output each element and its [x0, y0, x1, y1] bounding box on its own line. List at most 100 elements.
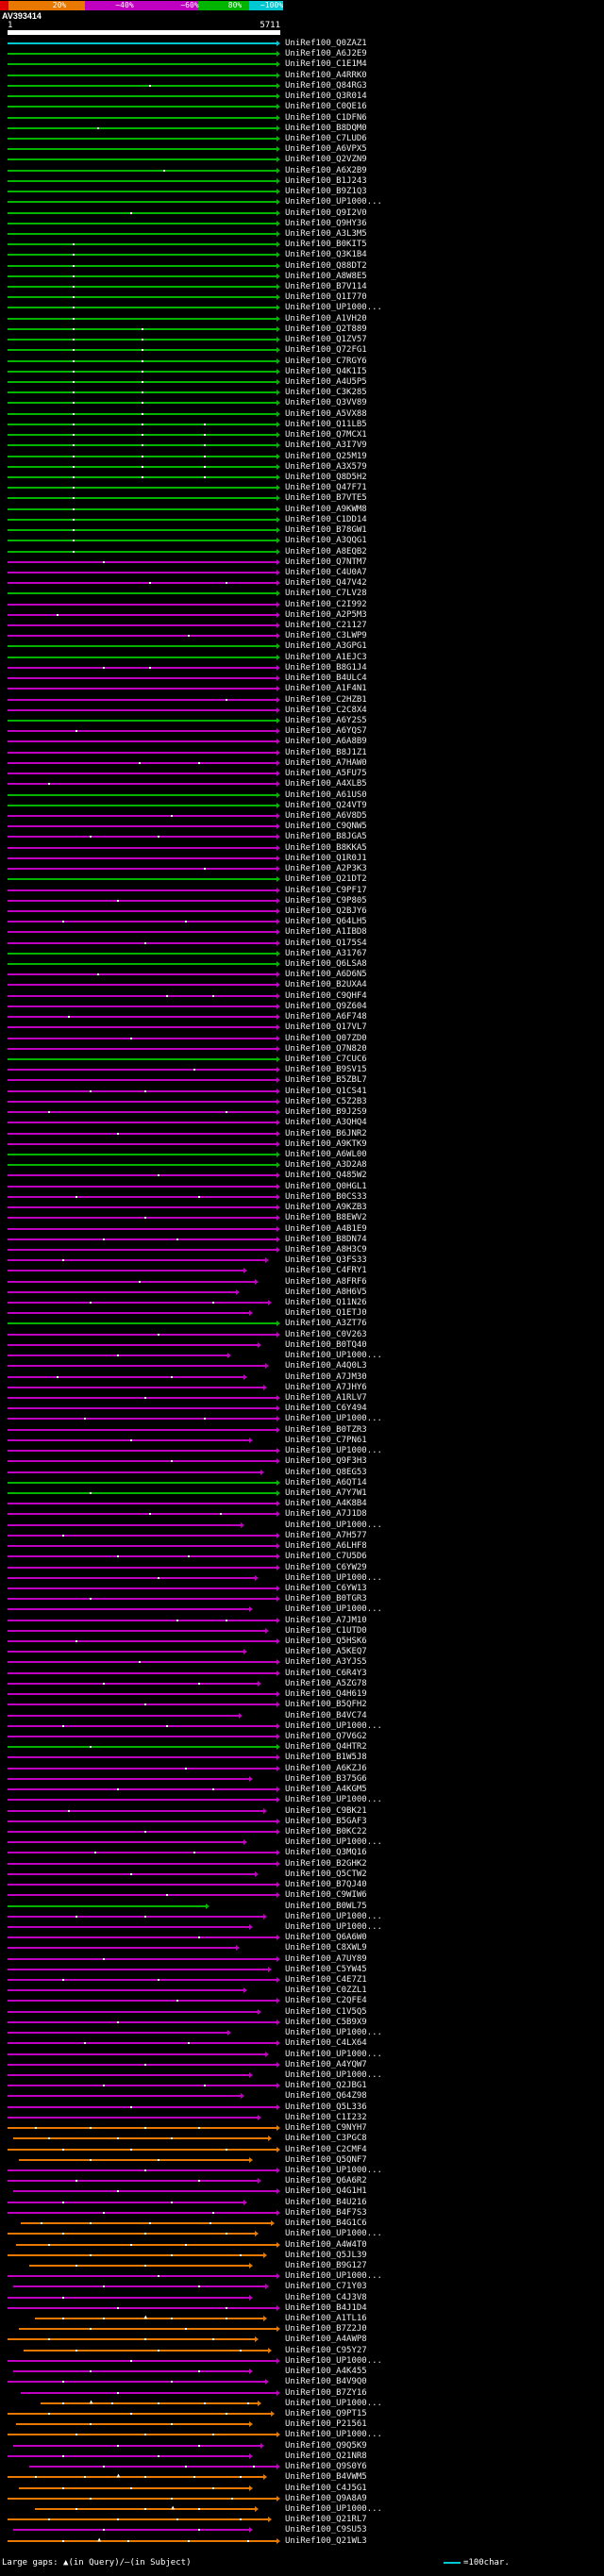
hit-row[interactable]: UniRef100_C0ZZL1: [0, 1985, 604, 1995]
hit-row[interactable]: UniRef100_Q485W2: [0, 1170, 604, 1180]
hit-bar[interactable]: [8, 1503, 277, 1505]
hit-label[interactable]: UniRef100_A4YQW7: [285, 2059, 367, 2069]
hit-row[interactable]: UniRef100_C1I232: [0, 2112, 604, 2122]
hit-row[interactable]: UniRef100_C7LV28: [0, 588, 604, 598]
hit-bar[interactable]: [8, 825, 277, 828]
hit-bar[interactable]: [8, 963, 277, 966]
hit-bar[interactable]: [8, 2275, 277, 2278]
hit-row[interactable]: UniRef100_Q64LH5: [0, 916, 604, 926]
hit-row[interactable]: UniRef100_A6A8B9: [0, 736, 604, 746]
hit-row[interactable]: UniRef100_A7HAW0: [0, 757, 604, 768]
hit-bar[interactable]: [8, 1608, 250, 1611]
hit-bar[interactable]: [8, 286, 277, 289]
hit-bar[interactable]: [8, 1671, 277, 1674]
hit-row[interactable]: UniRef100_Q84RG3: [0, 80, 604, 91]
hit-label[interactable]: UniRef100_Q0HGL1: [285, 1181, 367, 1191]
hit-row[interactable]: UniRef100_C1DFN6: [0, 112, 604, 123]
hit-bar[interactable]: [8, 2169, 277, 2171]
hit-label[interactable]: UniRef100_B8DQM0: [285, 123, 367, 133]
hit-row[interactable]: UniRef100_A6QT14: [0, 1477, 604, 1487]
hit-label[interactable]: UniRef100_B4U216: [285, 2197, 367, 2207]
hit-bar[interactable]: [8, 1989, 244, 1992]
hit-bar[interactable]: [8, 783, 277, 786]
hit-row[interactable]: UniRef100_Q3K1B4: [0, 249, 604, 259]
hit-bar[interactable]: [18, 2158, 250, 2161]
hit-bar[interactable]: [8, 984, 277, 987]
hit-label[interactable]: UniRef100_A3I7V9: [285, 440, 367, 451]
hit-bar[interactable]: [8, 973, 277, 976]
hit-bar[interactable]: [8, 720, 277, 722]
hit-bar[interactable]: [29, 2466, 277, 2468]
hit-row[interactable]: UniRef100_B5ZBL7: [0, 1074, 604, 1085]
hit-label[interactable]: UniRef100_C95Y27: [285, 2345, 367, 2355]
hit-label[interactable]: UniRef100_Q4HTR2: [285, 1742, 367, 1753]
hit-label[interactable]: UniRef100_UP1000...: [285, 2070, 382, 2080]
hit-label[interactable]: UniRef100_UP1000...: [285, 1720, 382, 1731]
hit-label[interactable]: UniRef100_A3L3M5: [285, 228, 367, 239]
hit-bar[interactable]: [8, 2518, 269, 2521]
hit-label[interactable]: UniRef100_A4RRK0: [285, 70, 367, 80]
hit-row[interactable]: UniRef100_A6Y2S5: [0, 715, 604, 725]
hit-label[interactable]: UniRef100_B1J243: [285, 175, 367, 186]
hit-bar[interactable]: [8, 582, 277, 585]
hit-row[interactable]: UniRef100_B0TZR3: [0, 1424, 604, 1435]
hit-label[interactable]: UniRef100_Q9Q5K9: [285, 2440, 367, 2451]
hit-label[interactable]: UniRef100_UP1000...: [285, 1520, 382, 1530]
hit-label[interactable]: UniRef100_C0QE16: [285, 102, 367, 112]
hit-label[interactable]: UniRef100_C1DFN6: [285, 112, 367, 123]
hit-row[interactable]: UniRef100_C7RGY6: [0, 356, 604, 366]
hit-row[interactable]: UniRef100_B0TGR3: [0, 1593, 604, 1604]
hit-label[interactable]: UniRef100_B8J1Z1: [285, 747, 367, 757]
hit-row[interactable]: UniRef100_Q3VV89: [0, 397, 604, 407]
hit-row[interactable]: UniRef100_C2HZB1: [0, 694, 604, 705]
hit-label[interactable]: UniRef100_A1EJC3: [285, 652, 367, 662]
hit-bar[interactable]: [8, 1343, 258, 1346]
hit-label[interactable]: UniRef100_C71Y03: [285, 2282, 367, 2292]
hit-bar[interactable]: [8, 603, 277, 606]
hit-row[interactable]: UniRef100_A31767: [0, 948, 604, 958]
hit-row[interactable]: UniRef100_A4K8B4: [0, 1498, 604, 1508]
hit-row[interactable]: UniRef100_A4W4T0: [0, 2239, 604, 2250]
hit-bar[interactable]: [8, 1270, 244, 1272]
hit-label[interactable]: UniRef100_UP1000...: [285, 2271, 382, 2282]
hit-row[interactable]: UniRef100_A4K455: [0, 2366, 604, 2376]
hit-bar[interactable]: [8, 1312, 250, 1315]
hit-row[interactable]: UniRef100_Q0ZAZ1: [0, 38, 604, 48]
hit-label[interactable]: UniRef100_UP1000...: [285, 2229, 382, 2239]
hit-row[interactable]: UniRef100_A6WL00: [0, 1149, 604, 1159]
hit-bar[interactable]: [8, 2020, 277, 2023]
hit-label[interactable]: UniRef100_C7PN61: [285, 1435, 367, 1445]
hit-bar[interactable]: [8, 1248, 277, 1251]
hit-label[interactable]: UniRef100_C9BK21: [285, 1805, 367, 1816]
hit-label[interactable]: UniRef100_Q21WL3: [285, 2535, 367, 2546]
hit-label[interactable]: UniRef100_C0V263: [285, 1329, 367, 1339]
hit-bar[interactable]: [8, 137, 277, 140]
hit-row[interactable]: UniRef100_C4FRY1: [0, 1265, 604, 1275]
hit-bar[interactable]: [8, 1481, 277, 1484]
hit-label[interactable]: UniRef100_Q7MCX1: [285, 430, 367, 440]
hit-row[interactable]: UniRef100_C2QFE4: [0, 1995, 604, 2005]
hit-row[interactable]: UniRef100_Q6A6W0: [0, 1932, 604, 1942]
hit-label[interactable]: UniRef100_UP1000...: [285, 1572, 382, 1583]
hit-row[interactable]: UniRef100_A9KZB3: [0, 1202, 604, 1212]
hit-bar[interactable]: [8, 698, 277, 701]
hit-bar[interactable]: [8, 1682, 258, 1685]
hit-label[interactable]: UniRef100_A1TL16: [285, 2314, 367, 2324]
hit-label[interactable]: UniRef100_A4U5P5: [285, 377, 367, 387]
hit-bar[interactable]: [8, 2201, 244, 2203]
hit-row[interactable]: UniRef100_B9J2S9: [0, 1106, 604, 1117]
hit-bar[interactable]: [40, 2401, 258, 2404]
hit-row[interactable]: ▲ UniRef100_A1TL16: [0, 2313, 604, 2323]
hit-label[interactable]: UniRef100_C4LX64: [285, 2038, 367, 2049]
hit-label[interactable]: UniRef100_A8W8E5: [285, 271, 367, 281]
hit-label[interactable]: UniRef100_B4VWM5: [285, 2472, 367, 2483]
hit-label[interactable]: UniRef100_Q47F71: [285, 483, 367, 493]
hit-row[interactable]: UniRef100_C7PN61: [0, 1435, 604, 1445]
hit-bar[interactable]: [8, 836, 277, 839]
hit-bar[interactable]: [8, 2539, 277, 2542]
hit-bar[interactable]: [8, 2148, 277, 2151]
hit-bar[interactable]: [8, 2454, 250, 2457]
hit-label[interactable]: UniRef100_A4W4T0: [285, 2239, 367, 2250]
hit-row[interactable]: UniRef100_Q2T889: [0, 324, 604, 334]
hit-label[interactable]: UniRef100_C8XWL9: [285, 1943, 367, 1953]
